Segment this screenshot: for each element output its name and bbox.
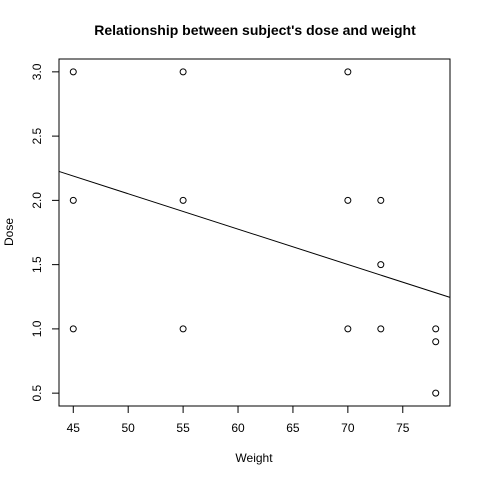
- data-point: [69, 325, 77, 333]
- data-point: [377, 196, 385, 204]
- chart-title: Relationship between subject's dose and …: [94, 22, 416, 38]
- y-axis: 0.5 1.0 1.5 2.0 2.5 3.0: [30, 63, 60, 401]
- data-point: [377, 325, 385, 333]
- data-point: [179, 68, 187, 76]
- data-point: [344, 68, 352, 76]
- x-tick-label: 45: [67, 421, 81, 435]
- x-axis-label: Weight: [235, 451, 273, 465]
- trend-line: [58, 170, 451, 298]
- x-tick-label: 70: [341, 421, 355, 435]
- x-axis: 45 50 55 60 65 70 75: [67, 405, 410, 435]
- data-point: [432, 338, 440, 346]
- data-point: [432, 325, 440, 333]
- data-point: [69, 68, 77, 76]
- y-tick-label: 3.0: [30, 63, 44, 80]
- x-tick-label: 50: [122, 421, 136, 435]
- y-tick-label: 2.0: [30, 192, 44, 209]
- y-axis-label: Dose: [2, 218, 16, 246]
- x-tick-label: 75: [396, 421, 410, 435]
- y-tick-label: 1.0: [30, 320, 44, 337]
- y-tick-label: 2.5: [30, 127, 44, 144]
- data-point: [179, 196, 187, 204]
- data-point: [69, 196, 77, 204]
- x-tick-label: 55: [176, 421, 190, 435]
- data-point: [432, 389, 440, 397]
- data-points: [69, 68, 440, 397]
- y-tick-label: 1.5: [30, 256, 44, 273]
- data-point: [344, 196, 352, 204]
- y-tick-label: 0.5: [30, 384, 44, 401]
- plot-frame: [58, 58, 451, 407]
- x-tick-label: 60: [231, 421, 245, 435]
- x-tick-label: 65: [286, 421, 300, 435]
- data-point: [344, 325, 352, 333]
- data-point: [179, 325, 187, 333]
- data-point: [377, 261, 385, 269]
